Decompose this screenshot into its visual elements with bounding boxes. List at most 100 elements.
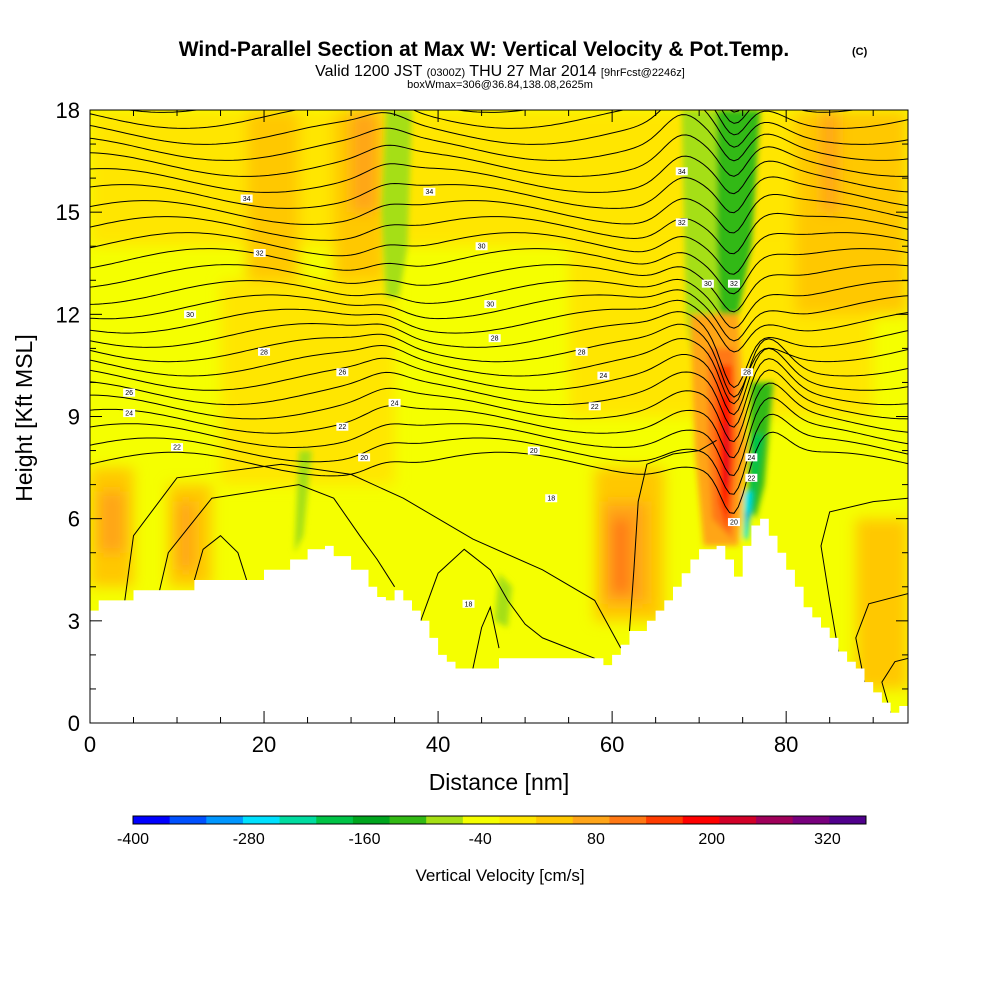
colorbar-segment: [389, 816, 427, 824]
x-axis-label: Distance [nm]: [429, 769, 570, 795]
y-tick-label: 15: [56, 200, 80, 225]
isentrope-label-bg: [527, 446, 540, 455]
isentrope-label-bg: [675, 167, 688, 176]
colorbar-tick-label: 200: [698, 831, 725, 848]
isentrope-label-bg: [745, 473, 758, 482]
isentrope-label: 22: [591, 404, 599, 411]
x-tick-label: 60: [600, 732, 624, 757]
isentrope-label-bg: [545, 494, 558, 503]
x-axis: 0 20 40 60 80: [84, 110, 874, 757]
isentrope-line: [90, 431, 908, 514]
colorbar-segment: [279, 816, 317, 824]
chart-subtitle: Valid 1200 JST (0300Z) THU 27 Mar 2014 […: [315, 63, 685, 80]
isentrope-label-bg: [745, 453, 758, 462]
colorbar-segment: [316, 816, 354, 824]
isentrope-label: 30: [478, 244, 486, 251]
isentrope-label-bg: [423, 187, 436, 196]
colorbar: -400 -280 -160 -40 80 200 320: [117, 815, 867, 848]
isentrope-contours: [90, 110, 908, 713]
isentrope-label: 26: [338, 370, 346, 377]
isentrope-label-bg: [484, 300, 497, 309]
isentrope-line: [90, 347, 908, 416]
isentrope-line: [90, 289, 908, 342]
x-tick-label: 20: [252, 732, 276, 757]
velocity-blob: [855, 518, 908, 689]
isentrope-label: 28: [491, 336, 499, 343]
colorbar-segment: [242, 816, 281, 824]
chart-title: Wind-Parallel Section at Max W: Vertical…: [179, 38, 790, 61]
isentrope-line: [90, 397, 908, 477]
velocity-blob: [98, 491, 125, 553]
isentrope-label: 20: [530, 448, 538, 455]
isentrope-label: 32: [256, 251, 264, 258]
isentrope-line: [90, 212, 908, 255]
y-axis: 0 3 6 9 12 15 18: [56, 98, 908, 736]
y-tick-label: 9: [68, 405, 80, 430]
isentrope-label: 28: [743, 370, 751, 377]
colorbar-tick-label: -280: [233, 831, 265, 848]
isentrope-label: 32: [678, 220, 686, 227]
colorbar-segment: [426, 816, 464, 824]
y-tick-label: 0: [68, 711, 80, 736]
isentrope-labels: 34 34 34 32 32 32 30 30 30 30 28 28 28 28 26 26 24 24 24 24…: [123, 167, 758, 608]
colorbar-segment: [646, 816, 684, 824]
isentrope-label: 34: [678, 169, 686, 176]
isentrope-label-bg: [123, 388, 136, 397]
isentrope-label: 26: [125, 390, 133, 397]
isentrope-label-bg: [336, 422, 349, 431]
isentrope-line: [90, 311, 908, 389]
isentrope-label: 34: [425, 189, 433, 196]
colorbar-segment: [792, 816, 830, 824]
isentrope-label: 24: [600, 373, 608, 380]
velocity-blob: [177, 501, 195, 570]
colorbar-segment: [756, 816, 794, 824]
isentrope-line: [125, 110, 856, 124]
isentrope-line: [124, 463, 622, 649]
isentrope-line: [90, 232, 908, 275]
colorbar-segment: [206, 816, 244, 824]
colorbar-segment: [682, 816, 720, 824]
isentrope-line: [90, 278, 908, 329]
isentrope-label: 18: [547, 496, 555, 503]
subtitle-date: THU 27 Mar 2014: [469, 63, 596, 80]
isentrope-line: [629, 439, 717, 632]
isentrope-line: [90, 176, 908, 214]
velocity-band: [745, 511, 750, 533]
isentrope-label-bg: [597, 371, 610, 380]
colorbar-tick-label: -400: [117, 831, 149, 848]
colorbar-tick-label: -160: [348, 831, 380, 848]
chart-subtitle-box: boxWmax=306@36.84,138.08,2625m: [407, 79, 593, 91]
isentrope-label-bg: [184, 310, 197, 319]
svg-text:Valid 1200 JST (0300Z): Valid 1200 JST (0300Z) THU 27 Mar 2014 […: [315, 63, 685, 80]
isentrope-label-bg: [240, 194, 253, 203]
isentrope-label-bg: [258, 347, 271, 356]
colorbar-segment: [352, 816, 391, 824]
isentrope-label-bg: [475, 242, 488, 251]
colorbar-segment: [169, 816, 207, 824]
isentrope-line: [90, 110, 908, 148]
isentrope-label: 24: [391, 400, 399, 407]
isentrope-label-bg: [701, 279, 714, 288]
isentrope-line: [820, 497, 908, 652]
isentrope-label-bg: [741, 368, 754, 377]
isentrope-line: [90, 248, 908, 295]
isentrope-label: 22: [338, 424, 346, 431]
isentrope-label: 20: [730, 520, 738, 527]
velocity-cores: [294, 110, 774, 628]
subtitle-valid: Valid 1200 JST: [315, 63, 423, 80]
isentrope-label: 18: [465, 601, 473, 608]
isentrope-label-bg: [171, 443, 184, 452]
colorbar-segment: [609, 816, 647, 824]
colorbar-segment: [829, 816, 867, 824]
isentrope-label: 24: [125, 411, 133, 418]
colorbar-tick-label: 320: [814, 831, 841, 848]
colorbar-segment: [572, 816, 610, 824]
isentrope-label-bg: [358, 453, 371, 462]
isentrope-label-bg: [336, 368, 349, 377]
isentrope-line: [90, 382, 908, 459]
isentrope-line: [420, 548, 595, 659]
isentrope-line: [90, 264, 908, 313]
colorbar-segment: [719, 816, 757, 824]
velocity-blob: [351, 110, 378, 213]
